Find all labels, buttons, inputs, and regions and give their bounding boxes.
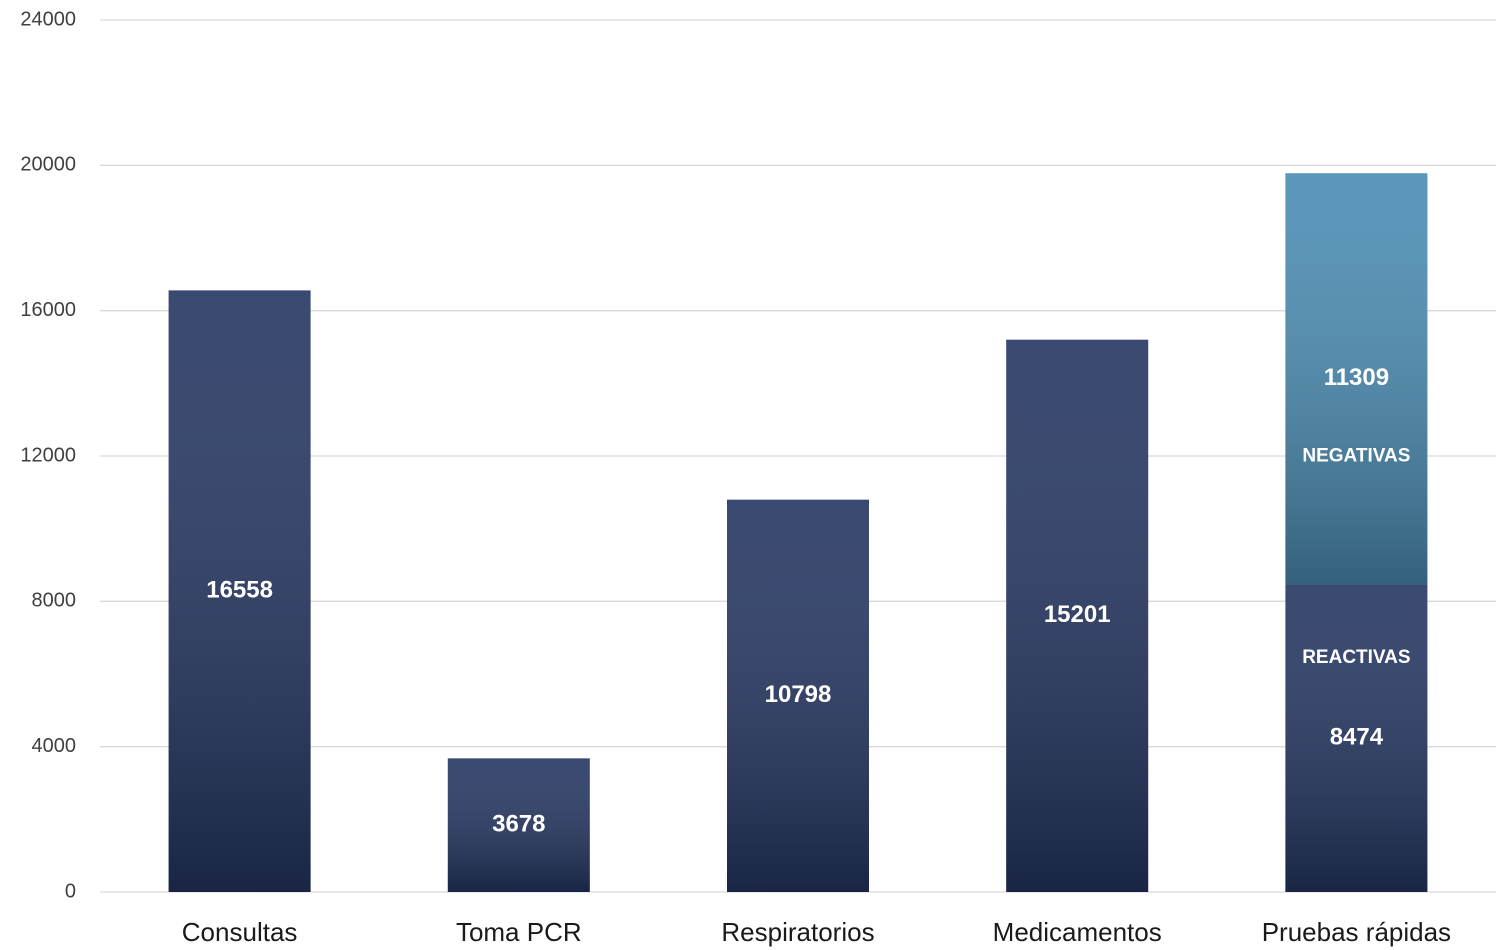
x-tick-label: Medicamentos [993, 917, 1162, 947]
x-tick-label: Pruebas rápidas [1262, 917, 1451, 947]
y-tick-label: 16000 [20, 299, 76, 321]
x-tick-label: Consultas [182, 917, 298, 947]
y-tick-label: 20000 [20, 154, 76, 176]
data-label: 3678 [492, 811, 545, 838]
x-tick-label: Respiratorios [721, 917, 874, 947]
y-tick-label: 8000 [32, 590, 77, 612]
x-tick-label: Toma PCR [456, 917, 582, 947]
segment-label: REACTIVAS [1302, 647, 1410, 668]
y-tick-label: 12000 [20, 444, 76, 466]
y-tick-label: 24000 [20, 8, 76, 30]
data-label: 11309 [1324, 364, 1389, 391]
data-label: 16558 [206, 577, 273, 604]
data-label: 10798 [765, 681, 832, 708]
y-tick-label: 4000 [32, 735, 77, 757]
segment-label: NEGATIVAS [1302, 446, 1410, 467]
data-label: 15201 [1044, 601, 1111, 628]
y-tick-label: 0 [65, 880, 76, 902]
data-label: 8474 [1330, 723, 1384, 750]
